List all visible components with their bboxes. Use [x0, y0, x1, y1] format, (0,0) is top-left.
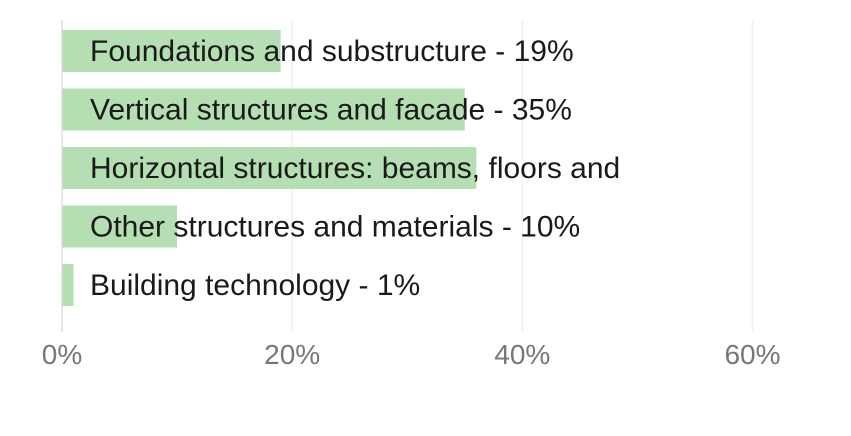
bar-label-4: Other structures and materials - 10% [90, 211, 580, 244]
bar-4 [62, 205, 178, 248]
x-tick-label-60: 60% [724, 339, 780, 370]
x-tick-label-40: 40% [494, 339, 550, 370]
bars [62, 30, 477, 306]
bar-3 [62, 147, 477, 189]
x-tick-label-0: 0% [42, 339, 82, 370]
x-axis-ticks: 0% 20% 40% 60% [42, 339, 781, 370]
bar-label-1: Foundations and substructure - 19% [90, 35, 574, 68]
x-tick-label-20: 20% [264, 339, 320, 370]
bar-label-2: Vertical structures and facade - 35% [90, 94, 572, 127]
bar-label-5: Building technology - 1% [90, 269, 420, 302]
bar-1 [62, 30, 281, 72]
bar-labels: Foundations and substructure - 19% Vertic… [90, 35, 620, 302]
bar-2 [62, 88, 465, 131]
bar-5 [62, 264, 74, 306]
bar-label-3: Horizontal structures: beams, floors and [90, 152, 620, 185]
